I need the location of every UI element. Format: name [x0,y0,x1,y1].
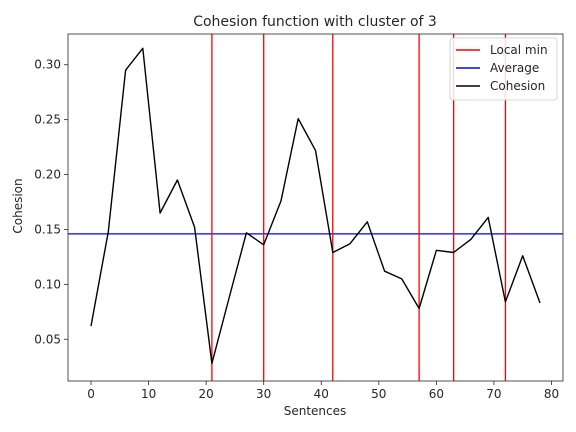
y-tick-label: 0.15 [34,222,61,236]
x-tick-label: 80 [544,387,559,401]
y-tick-label: 0.10 [34,277,61,291]
y-tick-label: 0.25 [34,113,61,127]
x-tick-label: 70 [486,387,501,401]
x-tick-label: 10 [141,387,156,401]
x-axis-title: Sentences [284,404,347,418]
plot-frame [67,33,564,382]
x-tick-label: 0 [87,387,95,401]
x-tick-label: 20 [198,387,213,401]
chart-title: Cohesion function with cluster of 3 [193,14,437,30]
legend: Local min Average Cohesion [449,37,558,101]
x-tick-label: 30 [256,387,271,401]
legend-label-cohesion: Cohesion [490,79,545,93]
legend-label-local-min: Local min [490,43,548,57]
y-tick-label: 0.20 [34,168,61,182]
legend-label-average: Average [490,61,539,75]
y-axis-title: Cohesion [11,178,25,233]
x-tick-label: 40 [314,387,329,401]
legend-box [449,37,558,101]
cohesion-line [90,47,541,365]
x-tick-label: 60 [429,387,444,401]
y-tick-label: 0.30 [34,58,61,72]
x-tick-label: 50 [371,387,386,401]
y-tick-label: 0.05 [34,332,61,346]
